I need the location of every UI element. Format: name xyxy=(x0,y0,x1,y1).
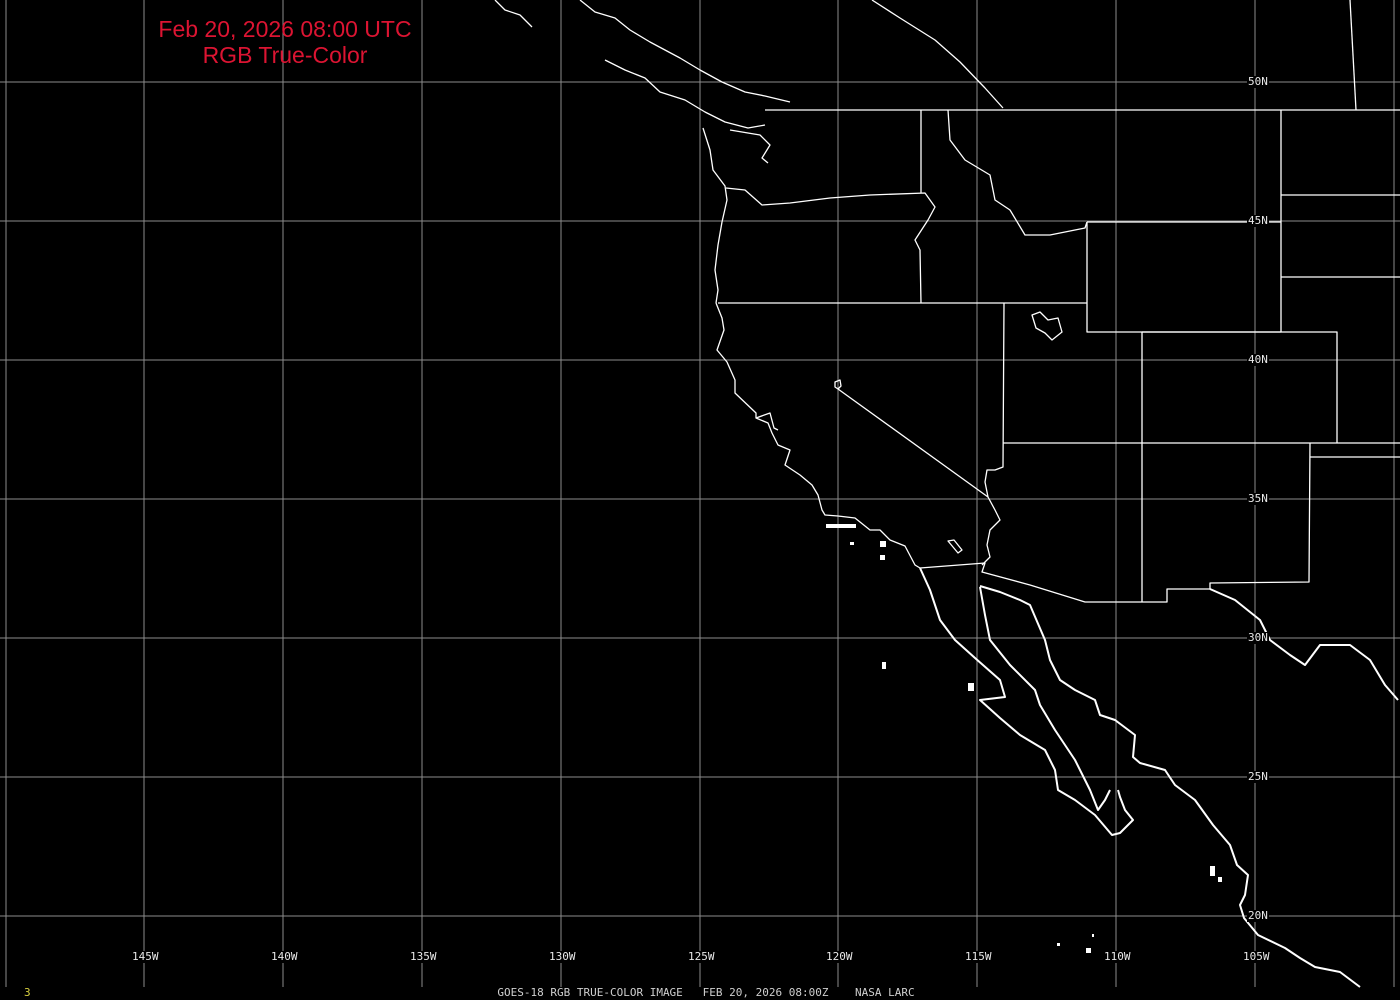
island xyxy=(1086,948,1091,953)
salton-sea xyxy=(947,539,963,554)
island xyxy=(1057,943,1060,946)
coastline-canada-north xyxy=(494,0,533,28)
guadalupe-island xyxy=(882,662,886,669)
coastline-mexico-mainland xyxy=(979,585,1361,988)
border-id-mt xyxy=(947,109,1088,236)
title-timestamp: Feb 20, 2026 08:00 UTC xyxy=(158,16,412,42)
border-wa-or xyxy=(725,187,936,304)
puget-sound xyxy=(729,129,771,164)
longitude-label: 105W xyxy=(1242,950,1271,963)
border-sask-manitoba xyxy=(1349,0,1357,111)
coastline-gulf-of-mexico xyxy=(1209,588,1399,701)
lake-tahoe xyxy=(834,379,842,390)
vancouver-island xyxy=(604,59,766,129)
longitude-label: 135W xyxy=(409,950,438,963)
image-caption: GOES-18 RGB TRUE-COLOR IMAGE FEB 20, 202… xyxy=(497,986,915,999)
island xyxy=(1092,934,1094,937)
longitude-label: 140W xyxy=(270,950,299,963)
sf-bay xyxy=(755,412,779,431)
channel-islands xyxy=(826,524,856,528)
border-nevada-east xyxy=(981,302,1005,566)
islands xyxy=(826,524,1222,953)
island xyxy=(880,555,885,560)
coastline-bc xyxy=(579,0,791,103)
coastline-baja-pacific xyxy=(919,567,1134,836)
latitude-label: 25N xyxy=(1247,770,1269,783)
island xyxy=(1218,877,1222,882)
latitude-label: 20N xyxy=(1247,909,1269,922)
border-new-mexico xyxy=(1209,442,1311,589)
longitude-label: 120W xyxy=(825,950,854,963)
island xyxy=(880,541,886,547)
tres-marias xyxy=(1210,866,1215,876)
longitude-label: 130W xyxy=(548,950,577,963)
coastline-california xyxy=(715,302,921,569)
latitude-label: 45N xyxy=(1247,214,1269,227)
border-colorado xyxy=(1142,331,1338,443)
border-us-mexico xyxy=(919,562,1210,603)
title-product: RGB True-Color xyxy=(202,42,368,68)
frame-number: 3 xyxy=(24,986,31,999)
longitude-label: 110W xyxy=(1103,950,1132,963)
border-ca-nv xyxy=(837,388,989,498)
latitude-label: 30N xyxy=(1247,631,1269,644)
border-bc-alberta xyxy=(871,0,1004,109)
longitude-label: 115W xyxy=(964,950,993,963)
latitude-label: 35N xyxy=(1247,492,1269,505)
longitude-label: 125W xyxy=(687,950,716,963)
coastline-washington xyxy=(702,127,728,304)
island xyxy=(968,683,974,691)
longitude-label: 145W xyxy=(131,950,160,963)
great-salt-lake xyxy=(1031,311,1063,341)
latitude-label: 40N xyxy=(1247,353,1269,366)
latitude-label: 50N xyxy=(1247,75,1269,88)
coastline-baja-gulf xyxy=(979,586,1111,811)
island xyxy=(850,542,854,545)
